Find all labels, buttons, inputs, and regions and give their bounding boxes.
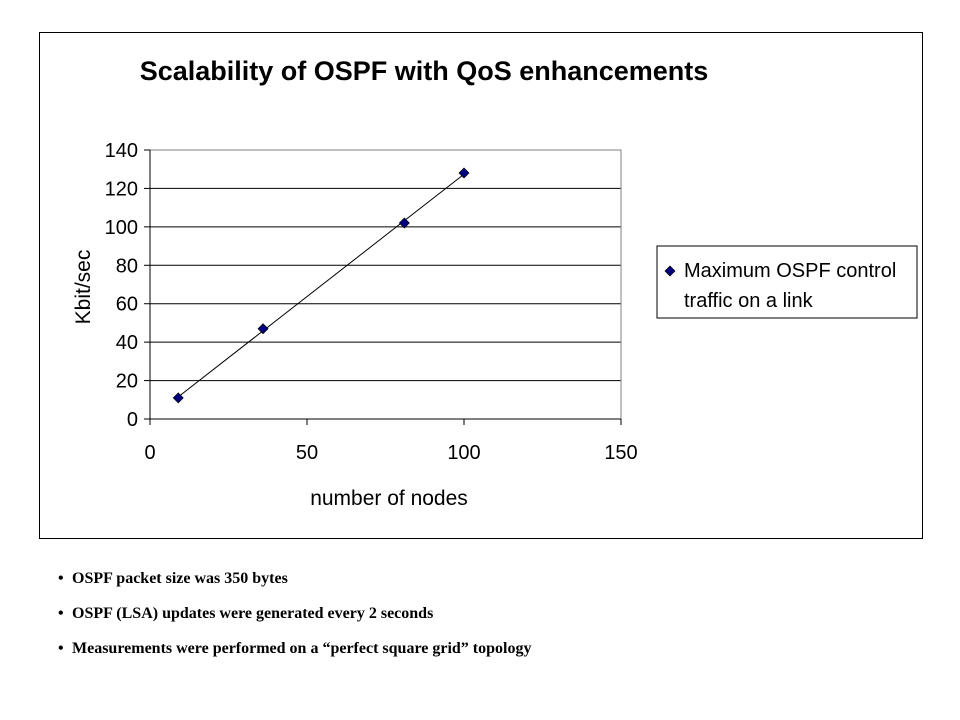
axes [144, 149, 622, 425]
note-item: • OSPF packet size was 350 bytes [58, 568, 531, 590]
x-tick-label: 50 [296, 442, 318, 464]
x-tick-label: 100 [447, 442, 480, 464]
legend-marker-diamond-icon [664, 265, 676, 277]
note-text: Measurements were performed on a “perfec… [72, 640, 532, 657]
legend-entry-line-2: traffic on a link [684, 290, 814, 312]
x-tick-label: 0 [144, 442, 155, 464]
data-point [458, 167, 470, 179]
legend-entry-line-1: Maximum OSPF control [684, 260, 896, 282]
trend-line [177, 173, 465, 398]
data-point [172, 392, 184, 404]
note-text: OSPF (LSA) updates were generated every … [72, 605, 434, 622]
chart-area: Scalability of OSPF with QoS enhancement… [72, 56, 918, 510]
y-tick-label: 140 [105, 140, 138, 162]
x-axis-label: number of nodes [310, 487, 468, 510]
note-item: • Measurements were performed on a “perfe… [58, 638, 531, 660]
legend-box [656, 245, 918, 319]
notes-list: • OSPF packet size was 350 bytes • OSPF (L… [58, 568, 531, 673]
y-tick-label: 60 [116, 294, 138, 316]
y-tick-label: 40 [116, 332, 138, 354]
tick-labels: 0 20 40 60 80 100 120 140 0 50 100 150 [105, 140, 638, 464]
chart-title: Scalability of OSPF with QoS enhancement… [140, 56, 709, 86]
x-tick-label: 150 [604, 442, 637, 464]
plot-area-border [149, 149, 622, 420]
bullet-icon: • [58, 570, 64, 587]
y-tick-label: 80 [116, 255, 138, 277]
data-points [172, 167, 470, 404]
chart-frame: Scalability of OSPF with QoS enhancement… [39, 32, 923, 539]
note-item: • OSPF (LSA) updates were generated every… [58, 603, 531, 625]
legend: Maximum OSPF control traffic on a link [656, 245, 918, 319]
y-tick-label: 100 [105, 217, 138, 239]
y-tick-label: 20 [116, 371, 138, 393]
y-axis-label: Kbit/sec [72, 250, 95, 325]
bullet-icon: • [58, 605, 64, 622]
y-tick-label: 0 [127, 409, 138, 431]
y-tick-label: 120 [105, 178, 138, 200]
data-point [398, 217, 410, 229]
note-text: OSPF packet size was 350 bytes [72, 570, 288, 587]
bullet-icon: • [58, 640, 64, 657]
grid-lines [150, 149, 621, 382]
data-point [257, 323, 269, 335]
